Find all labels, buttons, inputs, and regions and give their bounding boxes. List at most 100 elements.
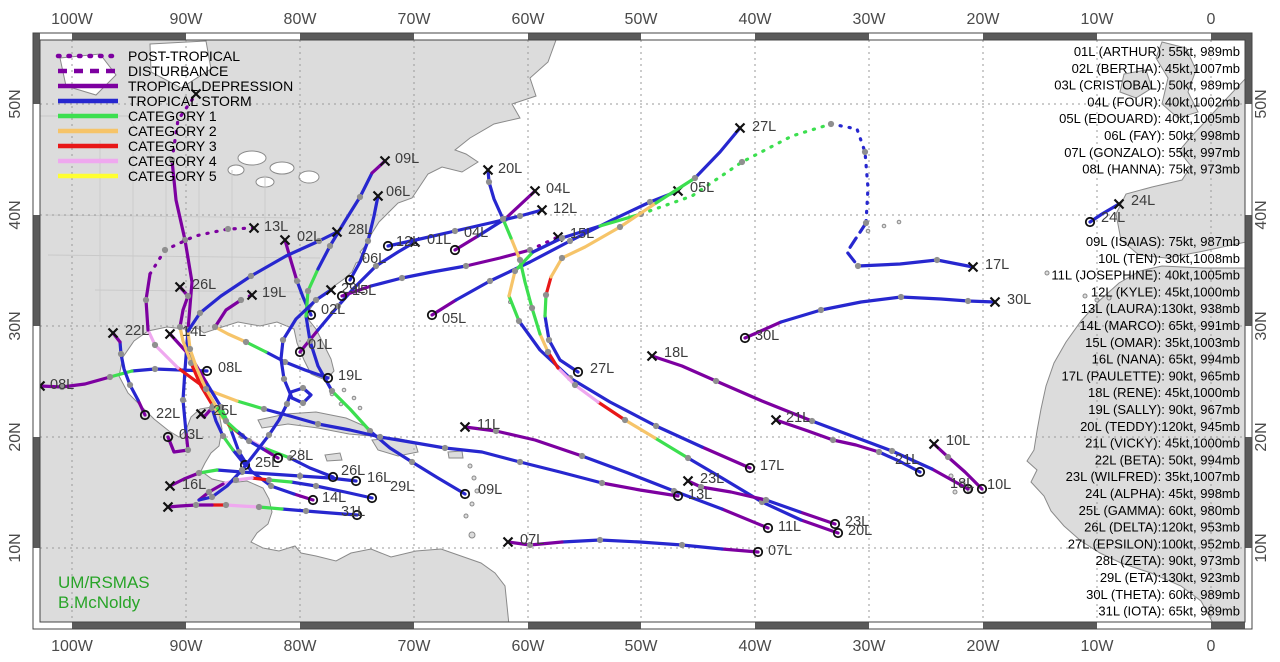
start-marker-16L (350, 475, 362, 487)
daily-position-dot (646, 198, 654, 206)
daily-position-dot (328, 387, 336, 395)
track-label-25L: 25L (255, 455, 279, 471)
track-segment-23L (686, 479, 768, 502)
end-marker-09L (379, 155, 391, 167)
track-label-12L: 12L (553, 201, 577, 217)
neatline-top-segment (72, 33, 186, 40)
track-label-06L: 06L (362, 251, 386, 267)
track-12L (382, 204, 548, 252)
daily-position-dot (312, 482, 320, 490)
daily-position-dot (516, 458, 524, 466)
track-segment-29L (289, 386, 313, 405)
daily-position-dot (179, 396, 187, 404)
start-marker-01L (294, 346, 306, 358)
credit-org: UM/RSMAS (58, 573, 150, 592)
start-marker-09L (459, 488, 471, 500)
land-north-america (40, 40, 557, 622)
daily-position-dot (211, 323, 219, 331)
start-marker-03L (162, 431, 174, 443)
track-label-01L: 01L (427, 232, 451, 248)
daily-position-dot (544, 348, 552, 356)
track-label-30L: 30L (755, 328, 779, 344)
track-label-20L: 20L (848, 523, 872, 539)
track-segment-16L (215, 468, 358, 483)
end-marker-26L (174, 281, 186, 293)
land-africa (1026, 265, 1245, 622)
legend-label: TROPICAL DEPRESSION (128, 78, 293, 94)
end-marker-08L (40, 380, 46, 392)
daily-position-dot (697, 483, 705, 491)
neatline-top-segment (186, 33, 300, 40)
track-label-25L: 25L (213, 403, 237, 419)
track-segment-11L (720, 507, 770, 530)
track-segment-17L (639, 122, 833, 216)
daily-position-dot (462, 262, 470, 270)
track-label-05L: 05L (442, 311, 466, 327)
axis-label-left: 40N (7, 200, 24, 229)
daily-position-dot (238, 466, 246, 474)
daily-position-dot (808, 417, 816, 425)
daily-position-dot (408, 458, 416, 466)
inner-frame (39, 39, 1246, 623)
daily-position-dot (862, 219, 870, 227)
daily-position-dot (293, 277, 301, 285)
track-segment-04L (503, 189, 537, 221)
legend-label: CATEGORY 5 (128, 168, 217, 184)
daily-position-dot (712, 377, 720, 385)
track-13L (142, 222, 684, 502)
track-label-29L: 29L (390, 479, 414, 495)
track-segment-08L (40, 375, 112, 389)
track-30L (739, 293, 1001, 344)
axis-label-top: 20W (967, 11, 1001, 28)
track-label-17L: 17L (985, 257, 1009, 273)
axis-label-bottom: 90W (170, 638, 204, 655)
storm-list-entry-11L: 11L (JOSEPHINE): 40kt,1005mb (1051, 268, 1240, 283)
track-18L (646, 350, 974, 495)
track-label-15L: 15L (570, 226, 594, 242)
daily-position-dot (515, 317, 523, 325)
daily-position-dot (366, 427, 374, 435)
track-segment-11L (463, 425, 584, 458)
track-segment-23L (764, 498, 802, 514)
storm-list-entry-06L: 06L (FAY): 50kt, 998mb (1104, 128, 1240, 143)
axis-label-top: 80W (284, 11, 318, 28)
track-segment-09L (316, 171, 374, 271)
axis-label-left: 50N (7, 89, 24, 118)
daily-position-dot (106, 373, 114, 381)
end-marker-19L (246, 289, 258, 301)
track-label-18L: 18L (664, 345, 688, 361)
storm-list-entry-26L: 26L (DELTA):120kt, 953mb (1084, 520, 1240, 535)
axis-label-bottom: 70W (398, 638, 432, 655)
track-segment-17L (829, 122, 870, 225)
daily-position-dot (302, 507, 310, 515)
neatline-bottom-segment (33, 622, 72, 629)
daily-position-dot (126, 381, 134, 389)
track-segment-13L (600, 481, 680, 498)
track-label-19L: 19L (338, 368, 362, 384)
track-label-04L: 04L (464, 225, 488, 241)
storm-list-entry-07L: 07L (GONZALO): 55kt, 997mb (1064, 145, 1240, 160)
track-segment-20L (538, 332, 550, 354)
track-segment-31L (166, 503, 214, 509)
neatline-bottom-segment (186, 622, 300, 629)
end-marker-16L (164, 480, 176, 492)
daily-position-dot (267, 482, 275, 490)
neatline-left-segment (33, 33, 40, 104)
track-segment-31L (280, 507, 359, 517)
storm-list-entry-13L: 13L (LAURA):130kt, 938mb (1081, 301, 1240, 316)
track-label-16L: 16L (367, 470, 391, 486)
state-borders (40, 115, 321, 336)
track-23L (682, 475, 841, 530)
daily-position-dot (944, 453, 952, 461)
daily-position-dot (299, 399, 307, 407)
storm-list-entry-17L: 17L (PAULETTE): 90kt, 965mb (1062, 368, 1240, 383)
start-marker-25L (239, 459, 251, 471)
track-segment-15L (464, 248, 532, 268)
track-24L (1084, 198, 1125, 228)
neatline-right-segment (1245, 437, 1252, 548)
track-segment-09L (330, 389, 372, 433)
track-label-27L: 27L (590, 361, 614, 377)
track-08L (40, 365, 213, 392)
track-segment-31L (257, 505, 284, 511)
daily-position-dot (545, 336, 553, 344)
